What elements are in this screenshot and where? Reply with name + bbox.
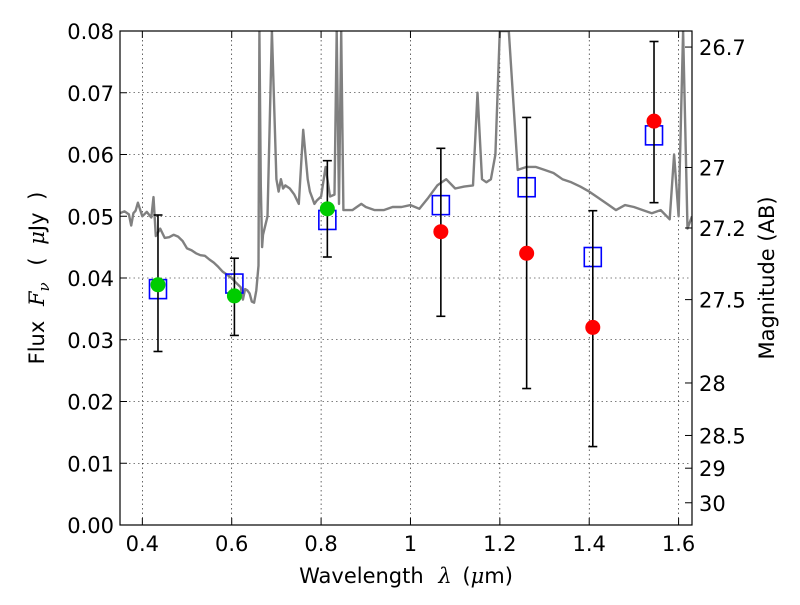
x-tick-label: 0.6 <box>215 532 248 556</box>
y-axis-label: Flux Fν ( μJy ) <box>25 192 54 365</box>
y2-tick-label: 30 <box>699 492 726 516</box>
data-point <box>585 319 601 335</box>
y-tick-label: 0.00 <box>67 514 114 538</box>
y-tick-label: 0.03 <box>67 329 114 353</box>
data-point <box>150 277 166 293</box>
data-marks-layer <box>148 40 664 448</box>
data-point <box>433 224 449 240</box>
y2-tick-label: 26.7 <box>699 36 746 60</box>
y2-axis-label: Magnitude (AB) <box>755 196 779 359</box>
axis-ticks: 0.4 0.6 0.8 1 1.2 1.4 1.6 0.00 0.01 0.02 0.03 0.04 0… <box>67 20 746 556</box>
data-point <box>319 201 335 217</box>
x-tick-label: 1.4 <box>573 532 606 556</box>
x-tick-label: 0.8 <box>304 532 337 556</box>
y2-tick-label: 27.5 <box>699 289 746 313</box>
x-tick-label: 0.4 <box>126 532 159 556</box>
y-tick-label: 0.02 <box>67 391 114 415</box>
x-tick-label: 1.2 <box>483 532 516 556</box>
y-tick-label: 0.05 <box>67 205 114 229</box>
x-axis-label: Wavelength λ (μm) <box>299 564 513 588</box>
y2-tick-label: 27.2 <box>699 217 746 241</box>
y-tick-label: 0.06 <box>67 144 114 168</box>
grid <box>120 31 692 525</box>
y-tick-label: 0.04 <box>67 267 114 291</box>
data-point <box>646 113 662 129</box>
x-tick-label: 1.6 <box>662 532 695 556</box>
y-tick-label: 0.07 <box>67 82 114 106</box>
y-tick-label: 0.08 <box>67 20 114 44</box>
y-tick-label: 0.01 <box>67 452 114 476</box>
y2-tick-label: 28 <box>699 372 726 396</box>
y2-tick-label: 27 <box>699 156 726 180</box>
x-tick-label: 1 <box>404 532 417 556</box>
data-point <box>519 245 535 261</box>
data-point <box>226 288 242 304</box>
spectrum-line <box>120 31 692 304</box>
model-spectrum-layer <box>120 31 692 304</box>
y2-tick-label: 28.5 <box>699 424 746 448</box>
y2-tick-label: 29 <box>699 457 726 481</box>
